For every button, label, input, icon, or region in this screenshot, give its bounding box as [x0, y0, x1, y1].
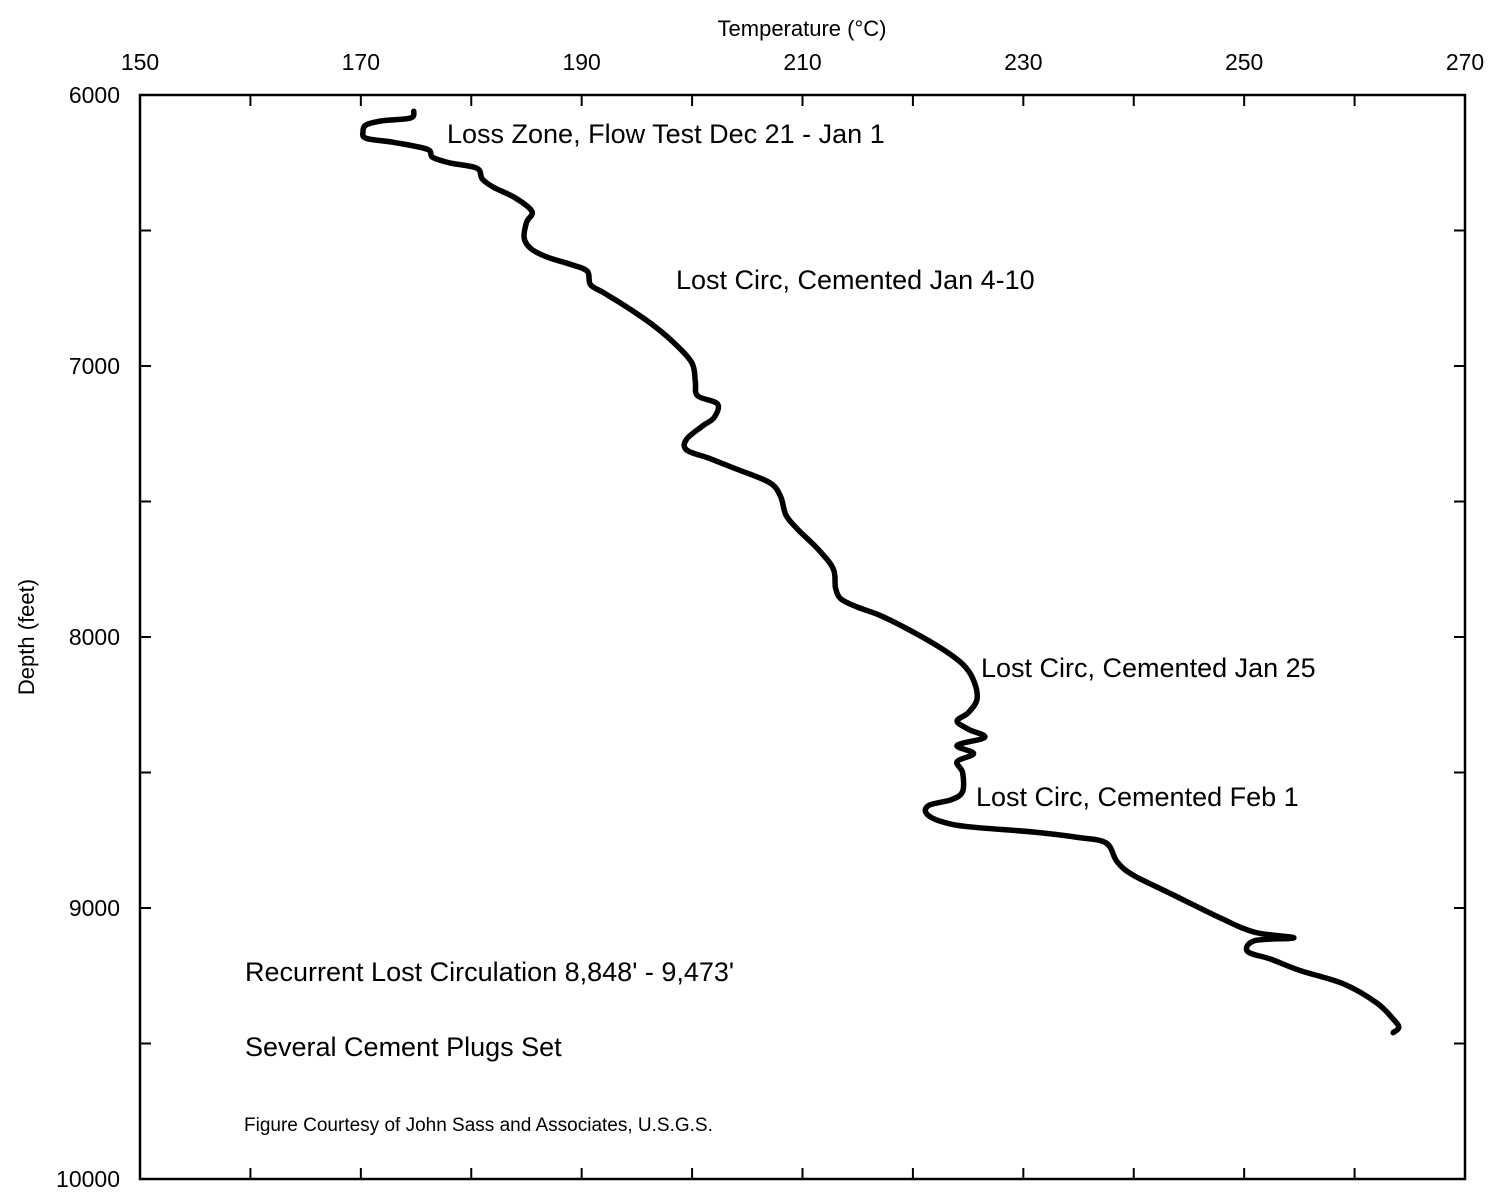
annotation-loss-zone: Loss Zone, Flow Test Dec 21 - Jan 1	[447, 119, 885, 149]
annotation-lost-circ-feb1: Lost Circ, Cemented Feb 1	[976, 782, 1299, 812]
x-tick-label: 250	[1225, 49, 1263, 75]
y-tick-label: 8000	[69, 624, 120, 650]
y-tick-label: 7000	[69, 353, 120, 379]
annotation-lost-circ-jan4-10: Lost Circ, Cemented Jan 4-10	[676, 265, 1035, 295]
y-axis-title: Depth (feet)	[14, 579, 39, 695]
x-tick-label: 190	[562, 49, 600, 75]
x-tick-label: 230	[1004, 49, 1042, 75]
annotation-cement-plugs: Several Cement Plugs Set	[245, 1032, 562, 1062]
annotation-recurrent-lost-circulation: Recurrent Lost Circulation 8,848' - 9,47…	[245, 957, 734, 987]
x-tick-label: 170	[342, 49, 380, 75]
plot-frame	[138, 93, 1467, 1181]
x-tick-label: 210	[783, 49, 821, 75]
y-tick-label: 9000	[69, 895, 120, 921]
annotation-lost-circ-jan25: Lost Circ, Cemented Jan 25	[981, 653, 1316, 683]
temperature-profile-line	[359, 108, 1402, 1036]
y-tick-label: 10000	[56, 1166, 120, 1192]
x-tick-label: 270	[1446, 49, 1484, 75]
x-axis-title: Temperature (°C)	[718, 16, 887, 41]
x-tick-label: 150	[121, 49, 159, 75]
figure-credit: Figure Courtesy of John Sass and Associa…	[244, 1115, 713, 1136]
y-tick-label: 6000	[69, 82, 120, 108]
axis-tick-labels: 150 170 190 210 230 250 270 6000 7000 8000 9000 100…	[56, 49, 1484, 1192]
axis-ticks	[140, 95, 1465, 1179]
